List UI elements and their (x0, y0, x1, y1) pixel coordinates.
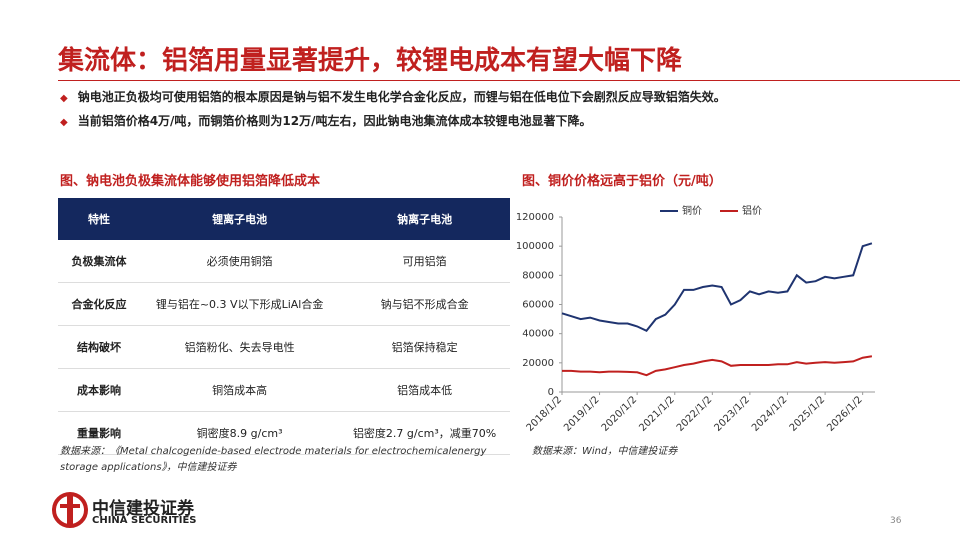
y-tick-label: 40000 (522, 329, 554, 340)
chart: 0 20000 40000 60000 80000 100000 120000 2018/1/… (516, 205, 875, 434)
x-tick-label: 2026/1/2 (825, 394, 865, 434)
table-cell: 铜箔成本高 (140, 368, 340, 412)
line-series (561, 242, 873, 333)
table-cell: 成本影响 (58, 368, 140, 412)
y-tick-label: 20000 (522, 358, 554, 369)
legend-label: 铝价 (742, 205, 762, 217)
x-tick-label: 2018/1/2 (525, 394, 565, 434)
y-tick-label: 0 (548, 387, 554, 398)
y-tick-label: 60000 (522, 300, 554, 311)
chart-title: 图、铜价价格远高于铝价（元/吨） (522, 174, 722, 189)
th: 钠离子电池 (339, 198, 510, 240)
page-number: 36 (890, 516, 902, 526)
table-row: 结构破坏 铝箔粉化、失去导电性 铝箔保持稳定 (58, 325, 510, 369)
table-cell: 合金化反应 (58, 282, 140, 326)
table-cell: 可用铝箔 (339, 240, 510, 283)
table-row: 重量影响 铜密度8.9 g/cm³ 铝密度2.7 g/cm³，减重70% (58, 411, 510, 455)
logo-cn: 中信建投证券 (92, 499, 194, 519)
title-rule (58, 80, 960, 81)
table-cell: 铝箔粉化、失去导电性 (140, 325, 340, 369)
table-row: 负极集流体 必须使用铜箔 可用铝箔 (58, 240, 510, 283)
x-tick-label: 2022/1/2 (675, 394, 715, 434)
x-tick-label: 2020/1/2 (600, 394, 640, 434)
x-tick-label: 2024/1/2 (750, 394, 790, 434)
table: 特性 锂离子电池 钠离子电池 负极集流体 必须使用铜箔 可用铝箔 合金化反应 锂与铝在~… (58, 198, 510, 455)
table-cell: 铜密度8.9 g/cm³ (140, 411, 340, 455)
table-cell: 铝密度2.7 g/cm³，减重70% (339, 411, 510, 455)
table-cell: 锂与铝在~0.3 V以下形成LiAl合金 (140, 282, 340, 326)
table-cell: 铝箔成本低 (339, 368, 510, 412)
slide-title: 集流体：铝箔用量显著提升，较锂电成本有望大幅下降 (58, 46, 683, 76)
table-cell: 结构破坏 (58, 325, 140, 369)
bullet: 当前铝箔价格4万/吨，而铜箔价格则为12万/吨左右，因此钠电池集流体成本较锂电池… (60, 112, 592, 129)
table-cell: 重量影响 (58, 411, 140, 455)
bullet: 钠电池正负极均可使用铝箔的根本原因是钠与铝不发生电化学合金化反应，而锂与铝在低电… (60, 88, 726, 105)
table-cell: 负极集流体 (58, 240, 140, 283)
table-cell: 铝箔保持稳定 (339, 325, 510, 369)
x-tick-label: 2025/1/2 (788, 394, 828, 434)
y-tick-label: 100000 (516, 241, 554, 252)
y-tick-label: 80000 (522, 270, 554, 281)
logo-en: CHINA SECURITIES (92, 515, 197, 526)
y-tick-label: 120000 (516, 212, 554, 223)
logo-icon (52, 492, 88, 528)
th: 特性 (58, 198, 140, 240)
table-cell: 钠与铝不形成合金 (339, 282, 510, 326)
x-tick-label: 2021/1/2 (637, 394, 677, 434)
legend-label: 铜价 (682, 205, 702, 217)
header-row: 特性 锂离子电池 钠离子电池 (58, 198, 510, 240)
x-tick-label: 2019/1/2 (562, 394, 602, 434)
table-source: 数据来源：《Metal chalcogenide-based electrode… (60, 446, 487, 473)
table-row: 成本影响 铜箔成本高 铝箔成本低 (58, 368, 510, 412)
x-tick-label: 2023/1/2 (712, 394, 752, 434)
table-row: 合金化反应 锂与铝在~0.3 V以下形成LiAl合金 钠与铝不形成合金 (58, 282, 510, 326)
th: 锂离子电池 (140, 198, 340, 240)
table-cell: 必须使用铜箔 (140, 240, 340, 283)
chart-source: 数据来源：Wind，中信建投证券 (532, 446, 678, 457)
table-caption: 图、钠电池负极集流体能够使用铝箔降低成本 (60, 174, 321, 189)
line-series (562, 355, 873, 377)
